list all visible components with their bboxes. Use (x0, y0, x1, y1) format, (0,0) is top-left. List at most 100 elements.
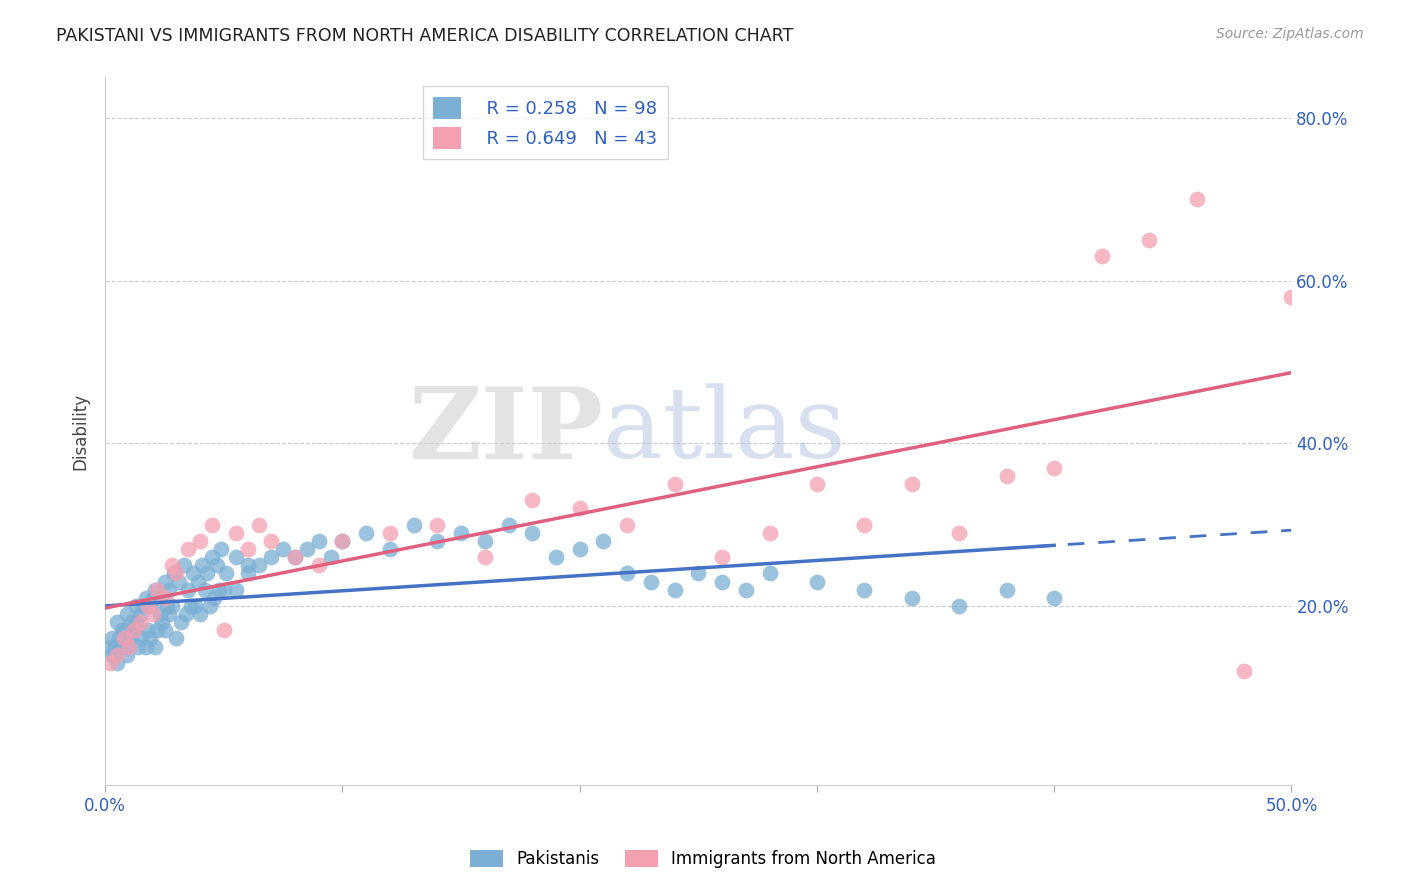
Point (160, 599, 183, 613)
Point (143, 640, 166, 654)
Point (236, 558, 259, 573)
Point (450, 525, 472, 540)
Point (640, 574, 662, 589)
Point (136, 624, 159, 638)
Point (212, 624, 235, 638)
Point (120, 615, 142, 629)
Point (616, 566, 638, 581)
Point (191, 558, 214, 573)
Point (115, 607, 138, 621)
Point (101, 648, 124, 662)
Point (249, 517, 271, 532)
Point (901, 477, 924, 491)
Point (101, 632, 124, 646)
Point (157, 607, 180, 621)
Point (98, 656, 121, 670)
Point (165, 632, 187, 646)
Point (378, 541, 401, 556)
Point (170, 615, 193, 629)
Point (568, 501, 591, 516)
Point (129, 607, 152, 621)
Text: ZIP: ZIP (409, 383, 603, 480)
Point (225, 525, 247, 540)
Point (295, 541, 318, 556)
Point (688, 566, 710, 581)
Point (202, 591, 225, 605)
Point (177, 541, 200, 556)
Point (225, 550, 247, 565)
Point (284, 550, 307, 565)
Legend: Pakistanis, Immigrants from North America: Pakistanis, Immigrants from North Americ… (463, 843, 943, 875)
Point (319, 550, 342, 565)
Point (135, 640, 157, 654)
Point (711, 574, 734, 589)
Point (139, 632, 162, 646)
Point (332, 533, 354, 548)
Point (664, 477, 686, 491)
Point (995, 468, 1018, 483)
Point (260, 550, 283, 565)
Point (664, 582, 686, 597)
Point (332, 533, 354, 548)
Point (142, 591, 165, 605)
Point (853, 582, 876, 597)
Point (118, 640, 141, 654)
Point (901, 591, 924, 605)
Point (1043, 591, 1066, 605)
Point (1043, 460, 1066, 475)
Point (146, 582, 169, 597)
Point (120, 632, 142, 646)
Point (143, 582, 166, 597)
Point (174, 607, 197, 621)
Point (167, 574, 190, 589)
Point (806, 574, 828, 589)
Point (426, 517, 449, 532)
Point (180, 599, 202, 613)
Point (236, 541, 259, 556)
Point (136, 599, 159, 613)
Point (146, 624, 169, 638)
Point (163, 566, 186, 581)
Point (122, 624, 145, 638)
Point (354, 525, 377, 540)
Point (118, 640, 141, 654)
Point (177, 582, 200, 597)
Point (111, 624, 134, 638)
Point (308, 533, 330, 548)
Point (1233, 664, 1256, 678)
Point (271, 541, 294, 556)
Point (308, 558, 330, 573)
Point (212, 582, 235, 597)
Point (474, 550, 496, 565)
Point (149, 607, 172, 621)
Point (98, 640, 121, 654)
Point (474, 533, 496, 548)
Text: Source: ZipAtlas.com: Source: ZipAtlas.com (1216, 27, 1364, 41)
Point (181, 566, 204, 581)
Point (112, 624, 135, 638)
Point (1281, 290, 1303, 304)
Point (111, 640, 134, 654)
Point (135, 591, 157, 605)
Point (201, 517, 224, 532)
Point (105, 656, 128, 670)
Point (195, 566, 218, 581)
Point (568, 541, 591, 556)
Point (215, 566, 238, 581)
Point (948, 525, 970, 540)
Point (153, 624, 176, 638)
Point (592, 533, 614, 548)
Point (498, 517, 520, 532)
Point (142, 607, 165, 621)
Point (249, 558, 271, 573)
Point (284, 550, 307, 565)
Point (149, 591, 172, 605)
Point (522, 493, 544, 508)
Point (127, 640, 149, 654)
Point (139, 599, 162, 613)
Point (157, 582, 180, 597)
Point (104, 640, 127, 654)
Point (711, 550, 734, 565)
Point (153, 574, 176, 589)
Point (105, 615, 128, 629)
